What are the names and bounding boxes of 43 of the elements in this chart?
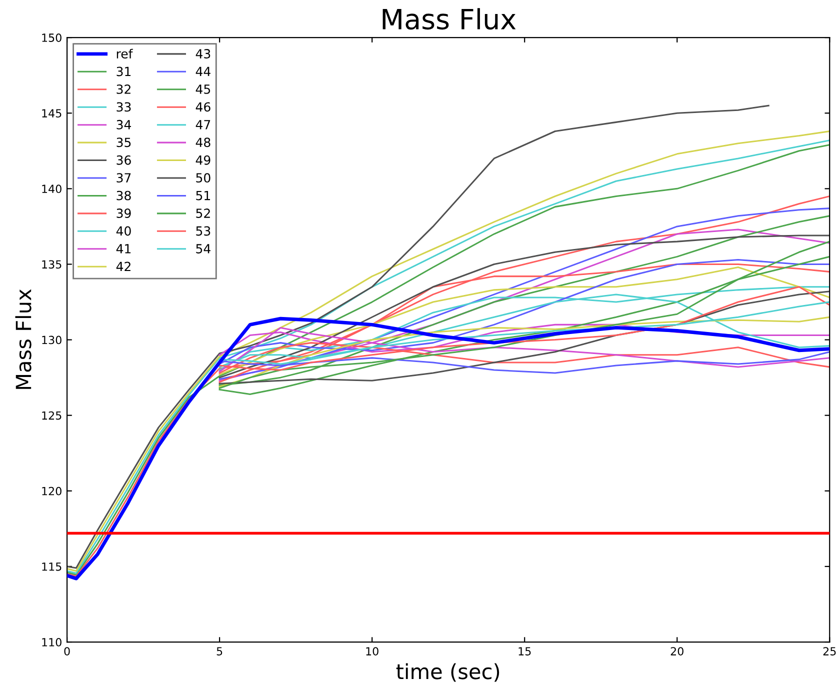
x-axis-title: time (sec) [396,663,500,682]
y-tick-label: 130 [42,336,62,344]
y-tick-label: 135 [42,260,62,269]
y-axis-title: Mass Flux [15,289,32,389]
chart-title: Mass Flux [382,8,516,30]
x-tick-label: 20 [670,647,684,656]
y-tick-label: 140 [42,184,62,194]
legend-label: 33 [116,102,131,112]
legend-label: 37 [116,173,131,183]
y-tick-label: 110 [42,638,62,646]
legend-label: 43 [196,49,210,58]
legend-label: 46 [196,102,210,112]
legend-label: 34 [116,120,131,130]
legend-label: 36 [116,155,131,165]
legend-label: 47 [196,120,210,130]
x-tick-label: 0 [64,647,70,656]
y-tick-label: 115 [42,562,62,571]
y-tick-label: 120 [42,486,62,496]
legend-label: 50 [196,173,210,183]
legend-label: 45 [196,84,210,94]
legend-label: 40 [116,226,131,236]
legend-label: 31 [116,66,131,76]
legend-label: 32 [116,84,130,94]
legend-label: 48 [196,138,210,148]
legend-label: 41 [116,244,131,254]
legend-label: 51 [196,190,210,200]
legend-label: 54 [196,244,210,254]
y-tick-label: 145 [42,109,62,118]
legend-label: 42 [116,262,130,271]
legend-label: 39 [116,208,131,218]
legend-label: 44 [196,66,210,76]
legend-label: 35 [116,138,131,148]
y-tick-label: 125 [42,411,62,420]
x-tick-label: 5 [216,647,222,656]
legend-label: 52 [196,208,210,218]
legend-label: 49 [196,155,210,165]
legend-label: 53 [196,226,210,236]
x-tick-label: 25 [823,647,836,656]
legend-label: 38 [116,190,131,200]
legend-label: ref [116,48,133,58]
x-tick-label: 15 [518,647,531,656]
x-tick-label: 10 [366,647,378,656]
y-tick-label: 150 [42,34,62,42]
